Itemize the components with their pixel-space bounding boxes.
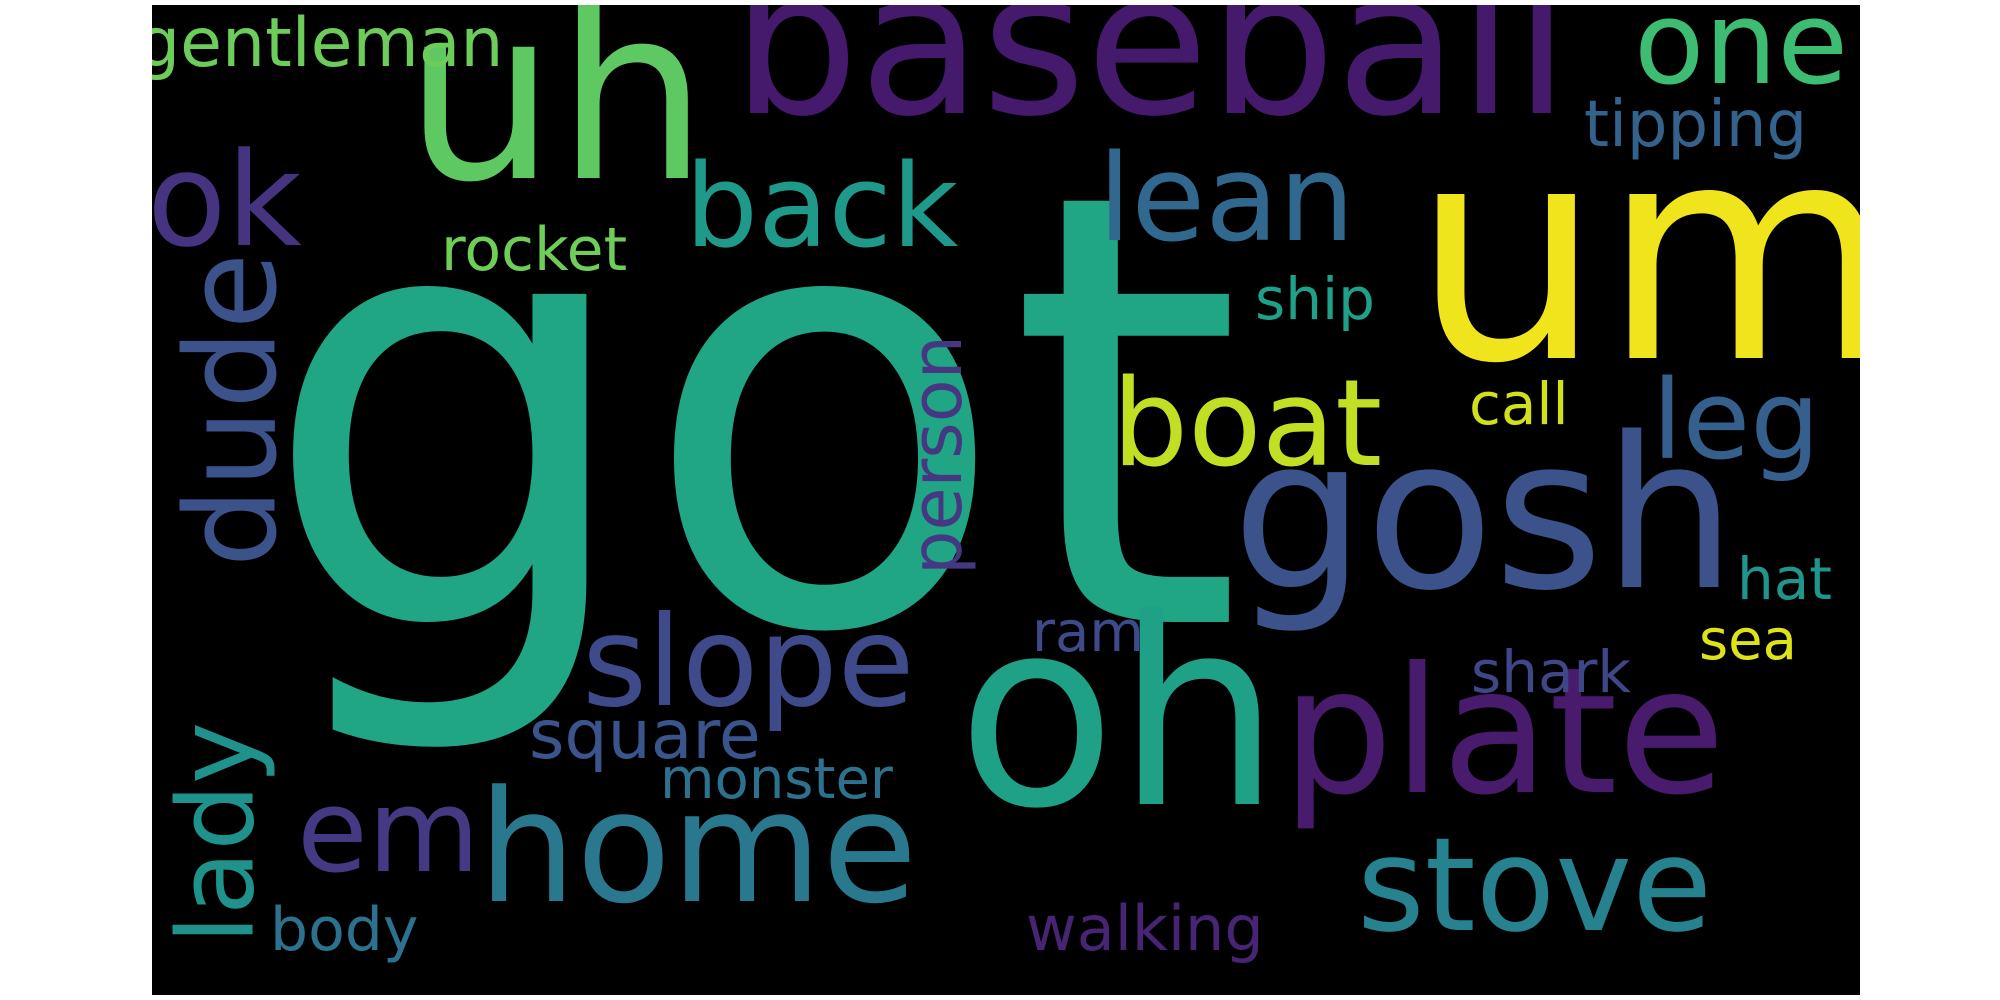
word-em: em: [297, 765, 480, 899]
word-leg: leg: [1652, 356, 1821, 484]
word-monster: monster: [660, 747, 893, 812]
word-body: body: [270, 895, 419, 965]
word-ram: ram: [1032, 600, 1144, 665]
word-gosh: gosh: [1232, 392, 1737, 637]
word-lean: lean: [1098, 130, 1355, 269]
word-lady: lady: [155, 721, 278, 945]
word-ok: ok: [152, 124, 302, 276]
word-tipping: tipping: [1584, 88, 1808, 162]
word-baseball: baseball: [732, 5, 1570, 161]
word-got: got: [260, 65, 1244, 764]
word-dude: dude: [159, 252, 305, 568]
word-hat: hat: [1737, 545, 1833, 613]
word-call: call: [1469, 370, 1569, 438]
word-rocket: rocket: [441, 215, 628, 285]
word-shark: shark: [1471, 638, 1631, 706]
word-um: um: [1412, 80, 1860, 429]
word-square: square: [529, 696, 761, 775]
word-one: one: [1634, 5, 1848, 111]
word-walking: walking: [1026, 892, 1264, 965]
word-slope: slope: [582, 590, 915, 735]
word-stove: stove: [1357, 809, 1713, 961]
word-home: home: [478, 757, 918, 938]
word-sea: sea: [1699, 608, 1797, 673]
word-uh: uh: [404, 5, 709, 235]
word-oh: oh: [957, 564, 1281, 866]
word-gentleman: gentleman: [152, 5, 504, 83]
word-plate: plate: [1282, 631, 1726, 834]
word-person: person: [896, 335, 978, 575]
word-back: back: [685, 140, 959, 274]
word-boat: boat: [1112, 355, 1383, 494]
word-ship: ship: [1255, 265, 1375, 333]
word-cloud-canvas: got um baseball uh oh gosh plate home st…: [152, 5, 1860, 995]
